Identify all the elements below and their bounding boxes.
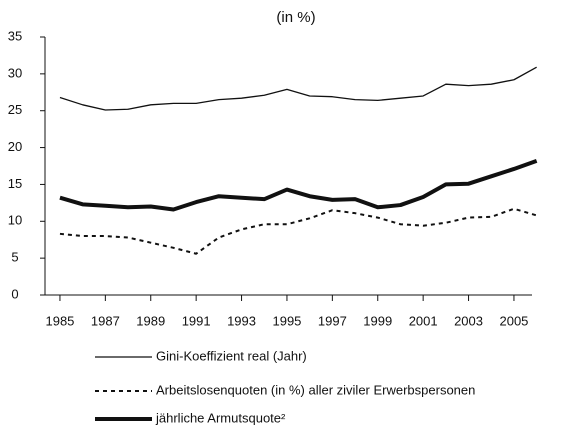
y-tick-label: 15 bbox=[8, 176, 22, 191]
x-tick-label: 1995 bbox=[272, 313, 301, 328]
x-tick-label: 1987 bbox=[91, 313, 120, 328]
series-line bbox=[59, 66, 537, 111]
y-tick-label: 0 bbox=[11, 286, 18, 301]
x-tick-label: 2005 bbox=[499, 313, 528, 328]
y-tick-label: 5 bbox=[11, 250, 18, 265]
y-tick-label: 30 bbox=[8, 65, 22, 80]
x-tick-label: 1993 bbox=[227, 313, 256, 328]
legend-label: Arbeitslosenquoten (in %) aller ziviler … bbox=[156, 382, 475, 397]
x-tick-label: 1985 bbox=[45, 313, 74, 328]
x-tick-label: 2003 bbox=[454, 313, 483, 328]
y-tick-label: 20 bbox=[8, 139, 22, 154]
x-tick-label: 1997 bbox=[318, 313, 347, 328]
x-tick-label: 1989 bbox=[136, 313, 165, 328]
x-tick-label: 2001 bbox=[409, 313, 438, 328]
series-line bbox=[59, 207, 537, 255]
legend-label: jährliche Armutsquote² bbox=[155, 410, 286, 425]
y-tick-label: 10 bbox=[8, 213, 22, 228]
series-line bbox=[59, 158, 538, 212]
y-tick-label: 35 bbox=[8, 28, 22, 43]
x-tick-label: 1991 bbox=[182, 313, 211, 328]
y-tick-label: 25 bbox=[8, 102, 22, 117]
x-tick-label: 1999 bbox=[363, 313, 392, 328]
legend-label: Gini-Koeffizient real (Jahr) bbox=[156, 348, 307, 363]
chart-title: (in %) bbox=[276, 9, 315, 26]
